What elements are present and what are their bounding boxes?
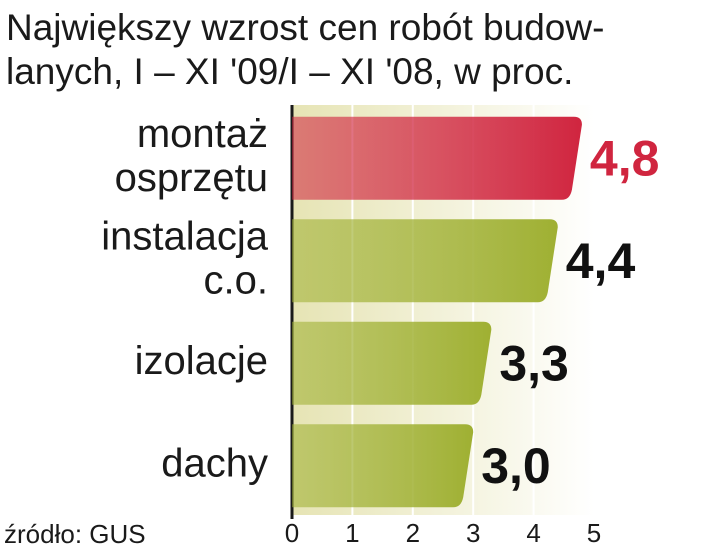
category-label: montaż [137,112,268,156]
source: źródło: GUS [4,519,146,549]
chart-title: Największy wzrost cen robót budow- [6,7,604,48]
chart-title: lanych, I – XI '09/I – XI '08, w proc. [6,51,573,92]
value-label: 3,3 [499,335,569,391]
category-label: c.o. [204,258,268,302]
bar [292,424,474,508]
category-label: instalacja [101,214,269,258]
x-tick-label: 5 [587,518,601,548]
bar [292,116,582,200]
value-label: 4,4 [566,233,636,289]
value-label: 3,0 [481,438,551,494]
value-label: 4,8 [590,130,660,186]
x-tick-label: 2 [406,518,420,548]
x-tick-label: 3 [466,518,480,548]
category-label: izolacje [135,339,268,383]
x-tick-label: 1 [345,518,359,548]
category-label: osprzętu [115,156,268,200]
x-tick-label: 4 [526,518,540,548]
category-label: dachy [161,441,268,485]
bar [292,321,492,405]
bar [292,219,558,303]
x-tick-label: 0 [285,518,299,548]
